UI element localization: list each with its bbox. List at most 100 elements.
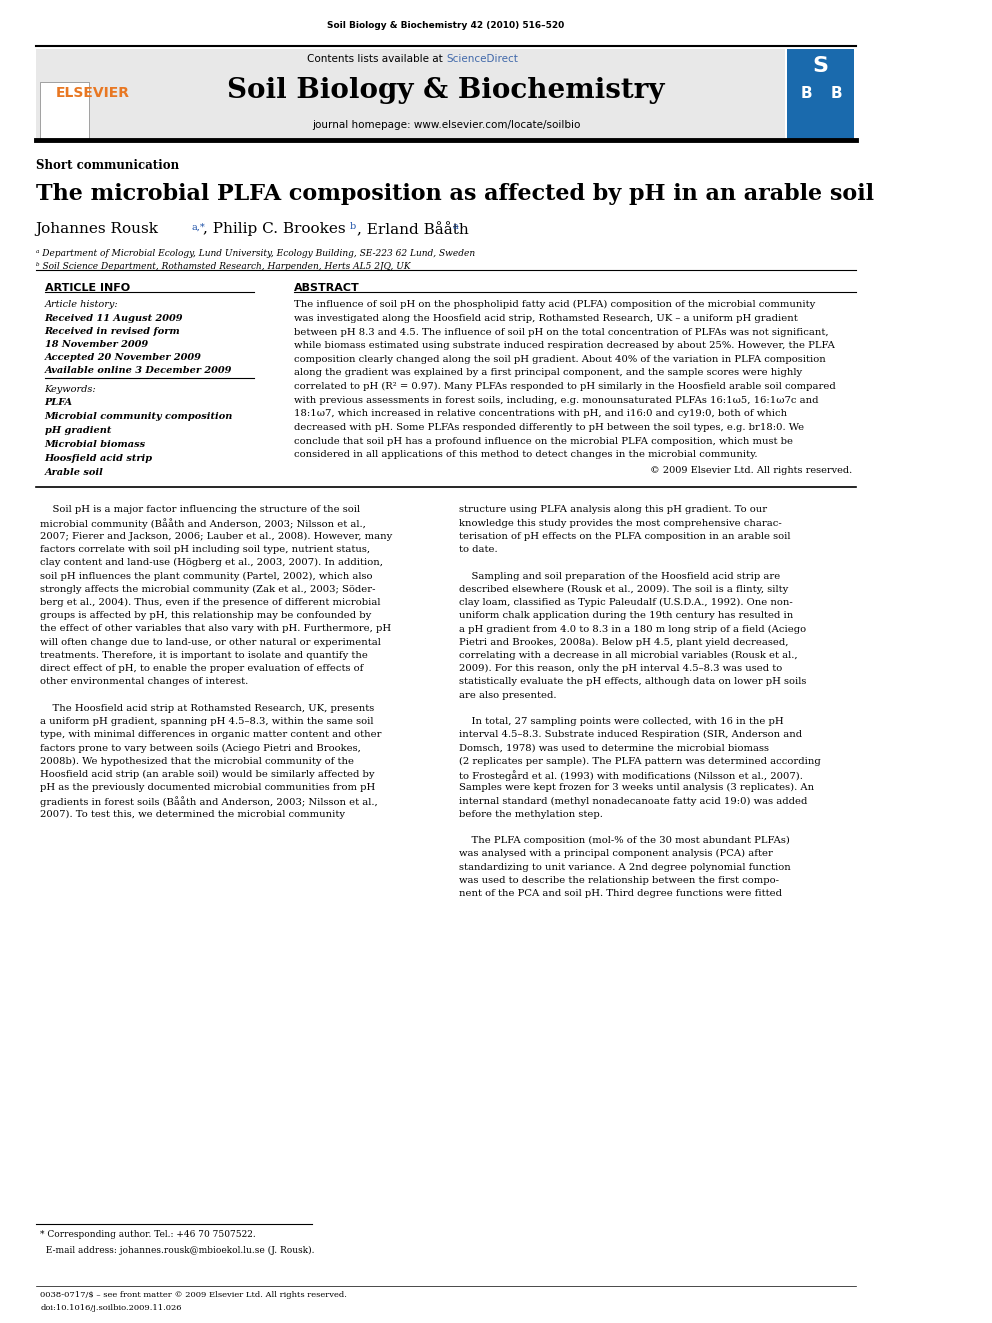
Text: © 2009 Elsevier Ltd. All rights reserved.: © 2009 Elsevier Ltd. All rights reserved… bbox=[650, 467, 852, 475]
Text: S: S bbox=[812, 56, 828, 75]
Text: will often change due to land-use, or other natural or experimental: will often change due to land-use, or ot… bbox=[40, 638, 381, 647]
Text: Domsch, 1978) was used to determine the microbial biomass: Domsch, 1978) was used to determine the … bbox=[459, 744, 770, 753]
Text: Article history:: Article history: bbox=[45, 300, 118, 310]
Text: was analysed with a principal component analysis (PCA) after: was analysed with a principal component … bbox=[459, 849, 774, 859]
Text: soil pH influences the plant community (Partel, 2002), which also: soil pH influences the plant community (… bbox=[40, 572, 373, 581]
Text: ABSTRACT: ABSTRACT bbox=[295, 283, 360, 294]
Text: Hoosfield acid strip (an arable soil) would be similarly affected by: Hoosfield acid strip (an arable soil) wo… bbox=[40, 770, 375, 779]
Text: a,*: a,* bbox=[191, 222, 205, 232]
Text: Received in revised form: Received in revised form bbox=[45, 327, 181, 336]
Text: a: a bbox=[452, 222, 458, 232]
Text: along the gradient was explained by a first principal component, and the sample : along the gradient was explained by a fi… bbox=[295, 368, 803, 377]
Text: factors correlate with soil pH including soil type, nutrient status,: factors correlate with soil pH including… bbox=[40, 545, 370, 554]
Text: described elsewhere (Rousk et al., 2009). The soil is a flinty, silty: described elsewhere (Rousk et al., 2009)… bbox=[459, 585, 789, 594]
Text: knowledge this study provides the most comprehensive charac-: knowledge this study provides the most c… bbox=[459, 519, 782, 528]
Text: Soil Biology & Biochemistry 42 (2010) 516–520: Soil Biology & Biochemistry 42 (2010) 51… bbox=[327, 21, 564, 30]
Text: structure using PLFA analysis along this pH gradient. To our: structure using PLFA analysis along this… bbox=[459, 505, 768, 515]
Text: correlated to pH (R² = 0.97). Many PLFAs responded to pH similarly in the Hoosfi: correlated to pH (R² = 0.97). Many PLFAs… bbox=[295, 382, 836, 392]
Text: ᵇ Soil Science Department, Rothamsted Research, Harpenden, Herts AL5 2JQ, UK: ᵇ Soil Science Department, Rothamsted Re… bbox=[36, 262, 411, 271]
Text: PLFA: PLFA bbox=[45, 398, 72, 407]
FancyBboxPatch shape bbox=[787, 49, 854, 139]
Text: while biomass estimated using substrate induced respiration decreased by about 2: while biomass estimated using substrate … bbox=[295, 341, 835, 351]
Text: gradients in forest soils (Bååth and Anderson, 2003; Nilsson et al.,: gradients in forest soils (Bååth and And… bbox=[40, 796, 378, 807]
Text: pH gradient: pH gradient bbox=[45, 426, 111, 435]
Text: microbial community (Bååth and Anderson, 2003; Nilsson et al.,: microbial community (Bååth and Anderson,… bbox=[40, 519, 366, 529]
Text: (2 replicates per sample). The PLFA pattern was determined according: (2 replicates per sample). The PLFA patt… bbox=[459, 757, 821, 766]
Text: , Philip C. Brookes: , Philip C. Brookes bbox=[203, 222, 346, 237]
Text: Soil pH is a major factor influencing the structure of the soil: Soil pH is a major factor influencing th… bbox=[40, 505, 360, 515]
Text: other environmental changes of interest.: other environmental changes of interest. bbox=[40, 677, 248, 687]
Text: 2008b). We hypothesized that the microbial community of the: 2008b). We hypothesized that the microbi… bbox=[40, 757, 354, 766]
Text: Arable soil: Arable soil bbox=[45, 467, 103, 476]
Text: B: B bbox=[801, 86, 812, 101]
Text: ARTICLE INFO: ARTICLE INFO bbox=[45, 283, 130, 294]
Text: Keywords:: Keywords: bbox=[45, 385, 96, 394]
Text: uniform chalk application during the 19th century has resulted in: uniform chalk application during the 19t… bbox=[459, 611, 794, 620]
Text: interval 4.5–8.3. Substrate induced Respiration (SIR, Anderson and: interval 4.5–8.3. Substrate induced Resp… bbox=[459, 730, 803, 740]
Text: before the methylation step.: before the methylation step. bbox=[459, 810, 603, 819]
Text: a uniform pH gradient, spanning pH 4.5–8.3, within the same soil: a uniform pH gradient, spanning pH 4.5–8… bbox=[40, 717, 374, 726]
Text: Available online 3 December 2009: Available online 3 December 2009 bbox=[45, 366, 232, 376]
Text: ELSEVIER: ELSEVIER bbox=[57, 86, 130, 99]
Text: the effect of other variables that also vary with pH. Furthermore, pH: the effect of other variables that also … bbox=[40, 624, 391, 634]
Text: Received 11 August 2009: Received 11 August 2009 bbox=[45, 314, 184, 323]
Text: 18:1ω7, which increased in relative concentrations with pH, and i16:0 and cy19:0: 18:1ω7, which increased in relative conc… bbox=[295, 409, 788, 418]
Text: was used to describe the relationship between the first compo-: was used to describe the relationship be… bbox=[459, 876, 780, 885]
Text: conclude that soil pH has a profound influence on the microbial PLFA composition: conclude that soil pH has a profound inf… bbox=[295, 437, 794, 446]
Text: composition clearly changed along the soil pH gradient. About 40% of the variati: composition clearly changed along the so… bbox=[295, 355, 826, 364]
Text: statistically evaluate the pH effects, although data on lower pH soils: statistically evaluate the pH effects, a… bbox=[459, 677, 806, 687]
Text: clay content and land-use (Högberg et al., 2003, 2007). In addition,: clay content and land-use (Högberg et al… bbox=[40, 558, 383, 568]
Text: Pietri and Brookes, 2008a). Below pH 4.5, plant yield decreased,: Pietri and Brookes, 2008a). Below pH 4.5… bbox=[459, 638, 789, 647]
Text: nent of the PCA and soil pH. Third degree functions were fitted: nent of the PCA and soil pH. Third degre… bbox=[459, 889, 783, 898]
Text: B: B bbox=[831, 86, 842, 101]
Text: to Frostegård et al. (1993) with modifications (Nilsson et al., 2007).: to Frostegård et al. (1993) with modific… bbox=[459, 770, 804, 781]
Text: Sampling and soil preparation of the Hoosfield acid strip are: Sampling and soil preparation of the Hoo… bbox=[459, 572, 781, 581]
Text: 2009). For this reason, only the pH interval 4.5–8.3 was used to: 2009). For this reason, only the pH inte… bbox=[459, 664, 783, 673]
Text: between pH 8.3 and 4.5. The influence of soil pH on the total concentration of P: between pH 8.3 and 4.5. The influence of… bbox=[295, 328, 829, 336]
FancyBboxPatch shape bbox=[36, 49, 785, 139]
Text: to date.: to date. bbox=[459, 545, 498, 554]
Text: factors prone to vary between soils (Aciego Pietri and Brookes,: factors prone to vary between soils (Aci… bbox=[40, 744, 361, 753]
Text: clay loam, classified as Typic Paleudalf (U.S.D.A., 1992). One non-: clay loam, classified as Typic Paleudalf… bbox=[459, 598, 794, 607]
Text: 0038-0717/$ – see front matter © 2009 Elsevier Ltd. All rights reserved.: 0038-0717/$ – see front matter © 2009 El… bbox=[40, 1291, 347, 1299]
Text: Accepted 20 November 2009: Accepted 20 November 2009 bbox=[45, 353, 201, 363]
Text: direct effect of pH, to enable the proper evaluation of effects of: direct effect of pH, to enable the prope… bbox=[40, 664, 363, 673]
Text: 2007). To test this, we determined the microbial community: 2007). To test this, we determined the m… bbox=[40, 810, 345, 819]
Text: standardizing to unit variance. A 2nd degree polynomial function: standardizing to unit variance. A 2nd de… bbox=[459, 863, 792, 872]
Text: pH as the previously documented microbial communities from pH: pH as the previously documented microbia… bbox=[40, 783, 375, 792]
Text: * Corresponding author. Tel.: +46 70 7507522.: * Corresponding author. Tel.: +46 70 750… bbox=[40, 1230, 256, 1240]
Text: terisation of pH effects on the PLFA composition in an arable soil: terisation of pH effects on the PLFA com… bbox=[459, 532, 791, 541]
Text: The PLFA composition (mol-% of the 30 most abundant PLFAs): The PLFA composition (mol-% of the 30 mo… bbox=[459, 836, 791, 845]
Text: strongly affects the microbial community (Zak et al., 2003; Söder-: strongly affects the microbial community… bbox=[40, 585, 376, 594]
Text: In total, 27 sampling points were collected, with 16 in the pH: In total, 27 sampling points were collec… bbox=[459, 717, 784, 726]
FancyBboxPatch shape bbox=[40, 82, 89, 139]
Text: considered in all applications of this method to detect changes in the microbial: considered in all applications of this m… bbox=[295, 450, 758, 459]
Text: Microbial biomass: Microbial biomass bbox=[45, 439, 146, 448]
Text: Microbial community composition: Microbial community composition bbox=[45, 413, 233, 421]
Text: 2007; Fierer and Jackson, 2006; Lauber et al., 2008). However, many: 2007; Fierer and Jackson, 2006; Lauber e… bbox=[40, 532, 393, 541]
Text: decreased with pH. Some PLFAs responded differently to pH between the soil types: decreased with pH. Some PLFAs responded … bbox=[295, 423, 805, 433]
Text: ᵃ Department of Microbial Ecology, Lund University, Ecology Building, SE-223 62 : ᵃ Department of Microbial Ecology, Lund … bbox=[36, 249, 475, 258]
Text: The Hoosfield acid strip at Rothamsted Research, UK, presents: The Hoosfield acid strip at Rothamsted R… bbox=[40, 704, 374, 713]
Text: groups is affected by pH, this relationship may be confounded by: groups is affected by pH, this relations… bbox=[40, 611, 371, 620]
Text: journal homepage: www.elsevier.com/locate/soilbio: journal homepage: www.elsevier.com/locat… bbox=[311, 120, 580, 131]
Text: with previous assessments in forest soils, including, e.g. monounsaturated PLFAs: with previous assessments in forest soil… bbox=[295, 396, 818, 405]
Text: Johannes Rousk: Johannes Rousk bbox=[36, 222, 159, 237]
Text: Short communication: Short communication bbox=[36, 159, 179, 172]
Text: are also presented.: are also presented. bbox=[459, 691, 557, 700]
Text: Samples were kept frozen for 3 weeks until analysis (3 replicates). An: Samples were kept frozen for 3 weeks unt… bbox=[459, 783, 814, 792]
Text: doi:10.1016/j.soilbio.2009.11.026: doi:10.1016/j.soilbio.2009.11.026 bbox=[40, 1304, 182, 1312]
Text: , Erland Bååth: , Erland Bååth bbox=[357, 222, 468, 237]
Text: The microbial PLFA composition as affected by pH in an arable soil: The microbial PLFA composition as affect… bbox=[36, 183, 874, 205]
Text: a pH gradient from 4.0 to 8.3 in a 180 m long strip of a field (Aciego: a pH gradient from 4.0 to 8.3 in a 180 m… bbox=[459, 624, 806, 634]
Text: internal standard (methyl nonadecanoate fatty acid 19:0) was added: internal standard (methyl nonadecanoate … bbox=[459, 796, 807, 806]
Text: 18 November 2009: 18 November 2009 bbox=[45, 340, 148, 349]
Text: treatments. Therefore, it is important to isolate and quantify the: treatments. Therefore, it is important t… bbox=[40, 651, 368, 660]
Text: correlating with a decrease in all microbial variables (Rousk et al.,: correlating with a decrease in all micro… bbox=[459, 651, 798, 660]
Text: berg et al., 2004). Thus, even if the presence of different microbial: berg et al., 2004). Thus, even if the pr… bbox=[40, 598, 381, 607]
Text: Soil Biology & Biochemistry: Soil Biology & Biochemistry bbox=[227, 77, 665, 103]
Text: Contents lists available at: Contents lists available at bbox=[308, 54, 446, 65]
Text: b: b bbox=[350, 222, 356, 232]
Text: The influence of soil pH on the phospholipid fatty acid (PLFA) composition of th: The influence of soil pH on the phosphol… bbox=[295, 300, 815, 310]
Text: Hoosfield acid strip: Hoosfield acid strip bbox=[45, 454, 153, 463]
